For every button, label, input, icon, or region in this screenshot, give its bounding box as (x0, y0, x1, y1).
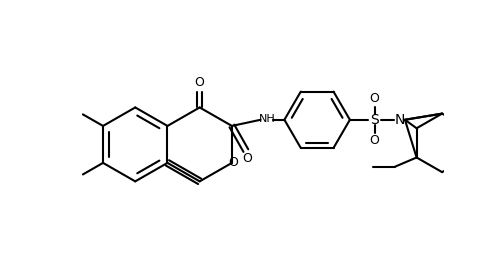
Text: O: O (229, 156, 239, 169)
Text: S: S (370, 113, 379, 127)
Text: O: O (195, 76, 205, 88)
Text: NH: NH (258, 114, 275, 124)
Text: N: N (394, 113, 405, 127)
Text: O: O (370, 93, 380, 105)
Text: O: O (243, 152, 252, 165)
Text: O: O (370, 134, 380, 147)
